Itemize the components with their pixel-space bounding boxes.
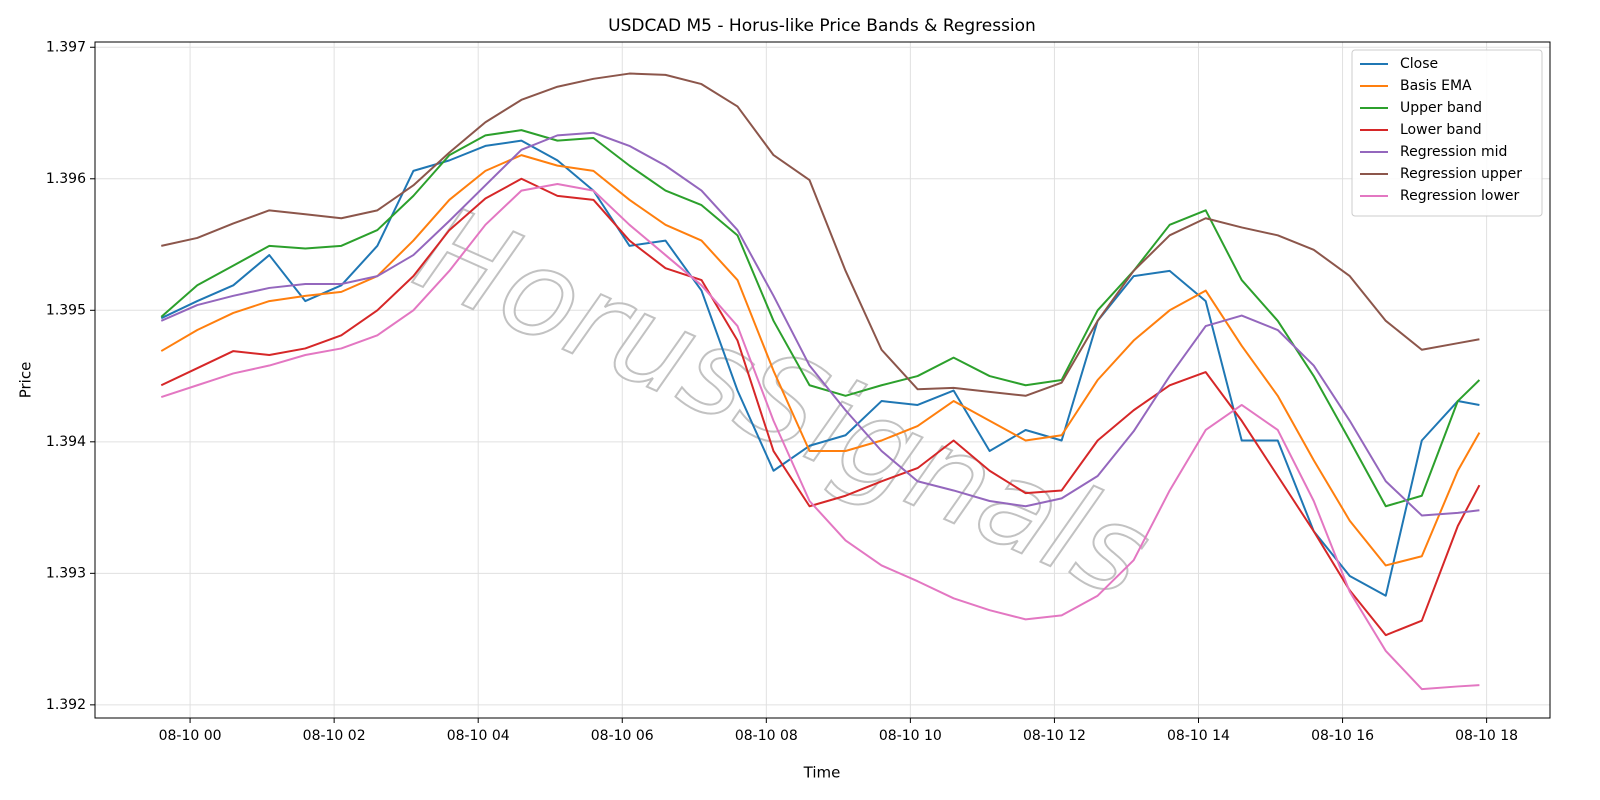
x-tick-label: 08-10 10 (879, 728, 942, 744)
x-axis-label: Time (803, 764, 841, 782)
legend-label: Regression lower (1400, 188, 1520, 204)
series-line (160, 177, 1481, 637)
x-tick-label: 08-10 12 (1023, 728, 1086, 744)
series-line (161, 72, 1480, 397)
y-axis-label: Price (17, 362, 35, 399)
series-line (160, 154, 1481, 567)
series-line (160, 131, 1480, 517)
y-tick-label: 1.393 (46, 565, 86, 581)
legend-label: Regression mid (1400, 144, 1507, 160)
series-line (160, 129, 1481, 508)
x-tick-label: 08-10 00 (159, 728, 222, 744)
x-tick-label: 08-10 14 (1167, 728, 1230, 744)
legend-label: Basis EMA (1400, 78, 1472, 94)
y-tick-label: 1.395 (46, 302, 86, 318)
x-tick-label: 08-10 06 (591, 728, 654, 744)
legend: Close Basis EMA Upper band Lower band Regres… (1351, 49, 1543, 217)
x-tick-label: 08-10 04 (447, 728, 510, 744)
y-tick-label: 1.392 (46, 697, 86, 713)
legend-label: Upper band (1400, 100, 1482, 116)
y-tick-label: 1.397 (46, 39, 86, 55)
series-line (160, 139, 1480, 597)
x-tick-label: 08-10 16 (1311, 728, 1374, 744)
chart-title: USDCAD M5 - Horus-like Price Bands & Reg… (608, 16, 1036, 36)
series-line (160, 183, 1480, 691)
x-tick-label: 08-10 02 (303, 728, 366, 744)
legend-box (1351, 49, 1543, 217)
x-tick-label: 08-10 08 (735, 728, 798, 744)
legend-label: Lower band (1400, 122, 1482, 138)
y-tick-label: 1.396 (46, 171, 86, 187)
plot-frame (94, 41, 1551, 719)
y-tick-label: 1.394 (46, 434, 86, 450)
legend-label: Close (1400, 56, 1438, 72)
x-tick-label: 08-10 18 (1455, 728, 1518, 744)
legend-label: Regression upper (1400, 166, 1522, 182)
watermark: HorusSignals (397, 180, 1169, 625)
